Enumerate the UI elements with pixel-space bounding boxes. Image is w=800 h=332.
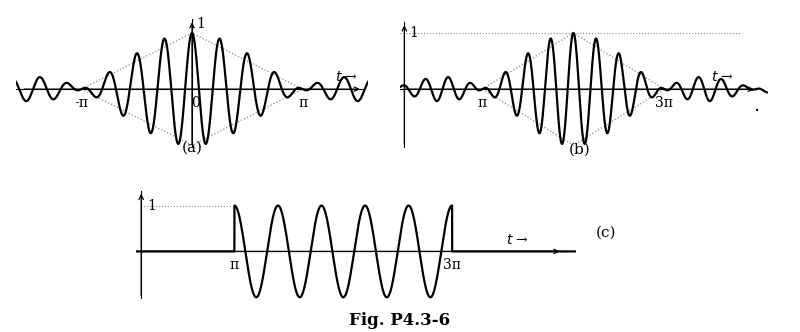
Text: (a): (a) <box>182 141 202 155</box>
Text: -π: -π <box>74 96 88 111</box>
Text: .: . <box>754 96 760 116</box>
Text: $t$ →: $t$ → <box>335 69 358 84</box>
Text: 3π: 3π <box>443 258 461 272</box>
Text: π: π <box>478 96 487 111</box>
Text: (c): (c) <box>596 225 617 239</box>
Text: π: π <box>230 258 239 272</box>
Text: $t$ →: $t$ → <box>506 233 529 247</box>
Text: $t$ →: $t$ → <box>711 69 734 84</box>
Text: 0: 0 <box>191 96 200 111</box>
Text: (b): (b) <box>569 143 590 157</box>
Text: 1: 1 <box>147 199 156 212</box>
Text: 1: 1 <box>410 26 418 40</box>
Text: 3π: 3π <box>655 96 674 111</box>
Text: Fig. P4.3-6: Fig. P4.3-6 <box>350 312 450 329</box>
Text: 1: 1 <box>197 17 206 31</box>
Text: π: π <box>298 96 307 111</box>
